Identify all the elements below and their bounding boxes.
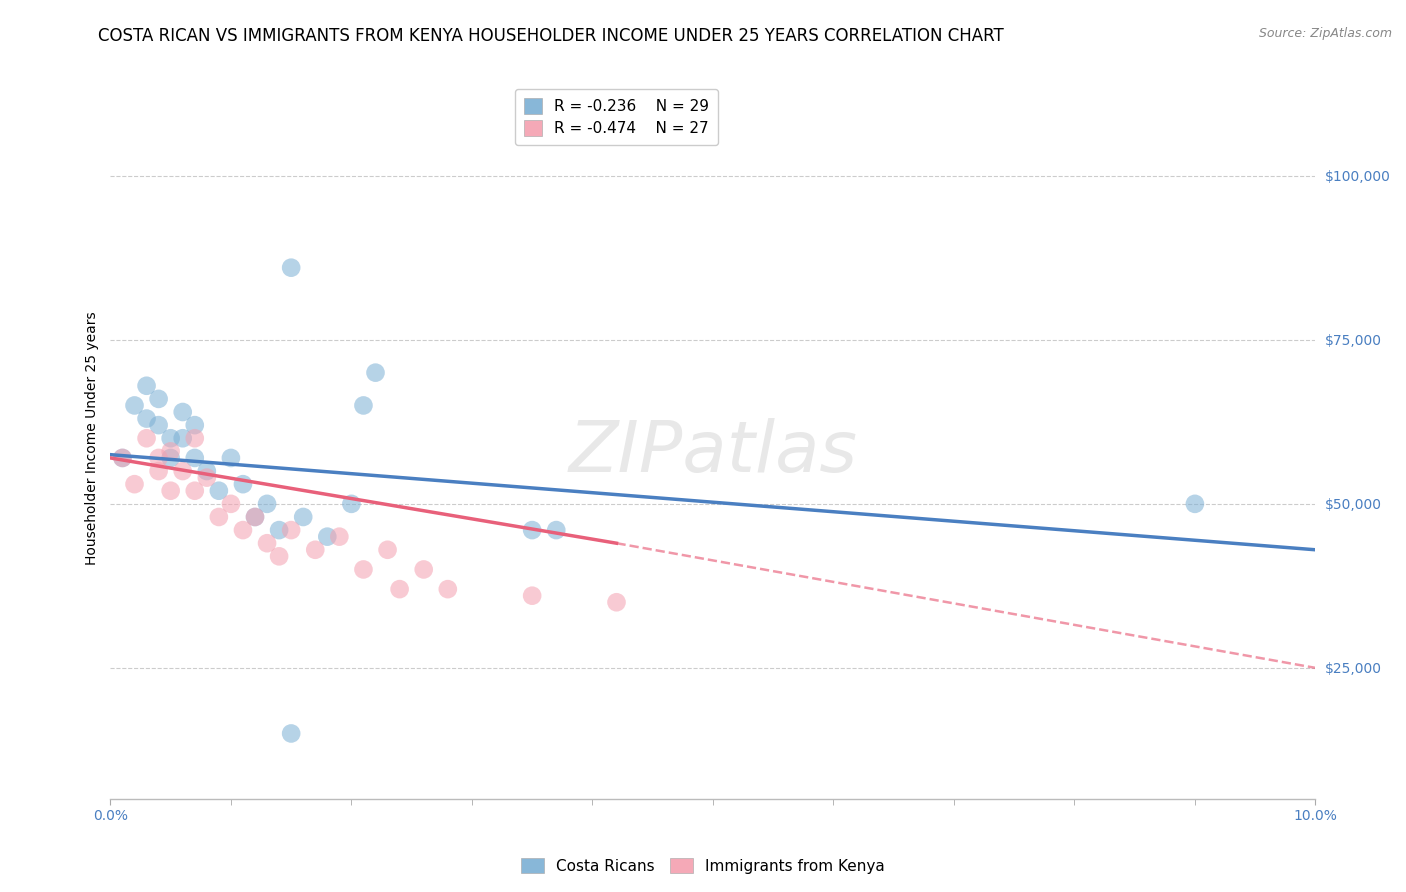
Point — [124, 477, 146, 491]
Point — [520, 523, 543, 537]
Point — [148, 418, 170, 433]
Point — [269, 549, 291, 564]
Point — [243, 510, 266, 524]
Point — [148, 464, 170, 478]
Point — [159, 431, 181, 445]
Point — [135, 431, 157, 445]
Point — [269, 523, 291, 537]
Point — [208, 483, 231, 498]
Point — [208, 510, 231, 524]
Legend: Costa Ricans, Immigrants from Kenya: Costa Ricans, Immigrants from Kenya — [515, 852, 891, 880]
Point — [195, 470, 218, 484]
Point — [232, 477, 254, 491]
Point — [280, 260, 302, 275]
Point — [195, 464, 218, 478]
Point — [353, 399, 375, 413]
Point — [520, 589, 543, 603]
Point — [172, 405, 194, 419]
Point — [111, 450, 134, 465]
Point — [605, 595, 627, 609]
Point — [184, 483, 207, 498]
Point — [219, 450, 242, 465]
Point — [364, 366, 387, 380]
Y-axis label: Householder Income Under 25 years: Householder Income Under 25 years — [86, 311, 100, 565]
Point — [184, 450, 207, 465]
Point — [353, 562, 375, 576]
Point — [316, 530, 339, 544]
Point — [172, 464, 194, 478]
Point — [111, 450, 134, 465]
Point — [172, 431, 194, 445]
Point — [292, 510, 315, 524]
Point — [280, 523, 302, 537]
Point — [280, 726, 302, 740]
Point — [1184, 497, 1206, 511]
Point — [159, 450, 181, 465]
Point — [135, 411, 157, 425]
Point — [219, 497, 242, 511]
Point — [232, 523, 254, 537]
Point — [159, 483, 181, 498]
Legend: R = -0.236    N = 29, R = -0.474    N = 27: R = -0.236 N = 29, R = -0.474 N = 27 — [515, 88, 718, 145]
Point — [256, 497, 278, 511]
Point — [124, 399, 146, 413]
Point — [436, 582, 458, 596]
Point — [304, 542, 326, 557]
Text: ZIPatlas: ZIPatlas — [568, 418, 858, 487]
Point — [546, 523, 568, 537]
Point — [328, 530, 350, 544]
Point — [377, 542, 399, 557]
Point — [243, 510, 266, 524]
Text: COSTA RICAN VS IMMIGRANTS FROM KENYA HOUSEHOLDER INCOME UNDER 25 YEARS CORRELATI: COSTA RICAN VS IMMIGRANTS FROM KENYA HOU… — [98, 27, 1004, 45]
Point — [148, 392, 170, 406]
Point — [135, 378, 157, 392]
Point — [184, 431, 207, 445]
Point — [159, 444, 181, 458]
Point — [412, 562, 434, 576]
Point — [256, 536, 278, 550]
Text: Source: ZipAtlas.com: Source: ZipAtlas.com — [1258, 27, 1392, 40]
Point — [388, 582, 411, 596]
Point — [184, 418, 207, 433]
Point — [340, 497, 363, 511]
Point — [148, 450, 170, 465]
